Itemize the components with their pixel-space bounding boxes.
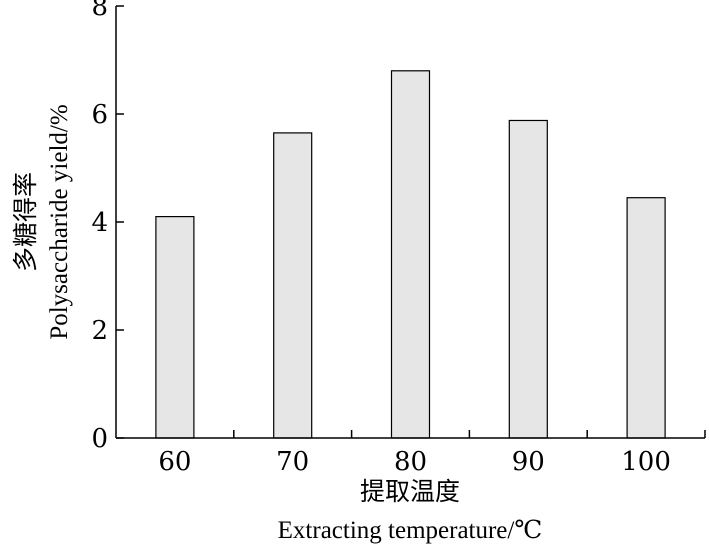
x-tick-label: 60 — [158, 447, 191, 477]
x-tick-label: 100 — [621, 447, 671, 477]
x-axis-title-en: Extracting temperature/℃ — [278, 517, 543, 544]
y-tick-label: 2 — [91, 316, 108, 346]
bar-80 — [390, 70, 431, 439]
x-tick-label: 90 — [512, 447, 545, 477]
x-tick-label: 70 — [276, 447, 309, 477]
x-axis-title-cn: 提取温度 — [360, 477, 460, 506]
y-axis-title-cn: 多糖得率 — [11, 172, 40, 272]
bar-group — [155, 70, 666, 439]
bar-70 — [273, 132, 313, 439]
y-tick-group: 0 2 4 6 8 — [91, 0, 124, 454]
bar-90 — [508, 119, 548, 439]
y-tick-label: 8 — [91, 0, 108, 22]
y-tick-label: 4 — [91, 208, 108, 238]
y-axis-title-en: Polysaccharide yield/% — [46, 104, 73, 339]
x-tick-group: 60 70 80 90 100 — [158, 430, 706, 477]
bar-100 — [626, 197, 666, 439]
y-tick-label: 6 — [91, 100, 108, 130]
x-tick-label: 80 — [394, 447, 427, 477]
y-tick-label: 0 — [91, 424, 108, 454]
bar-60 — [155, 216, 195, 439]
